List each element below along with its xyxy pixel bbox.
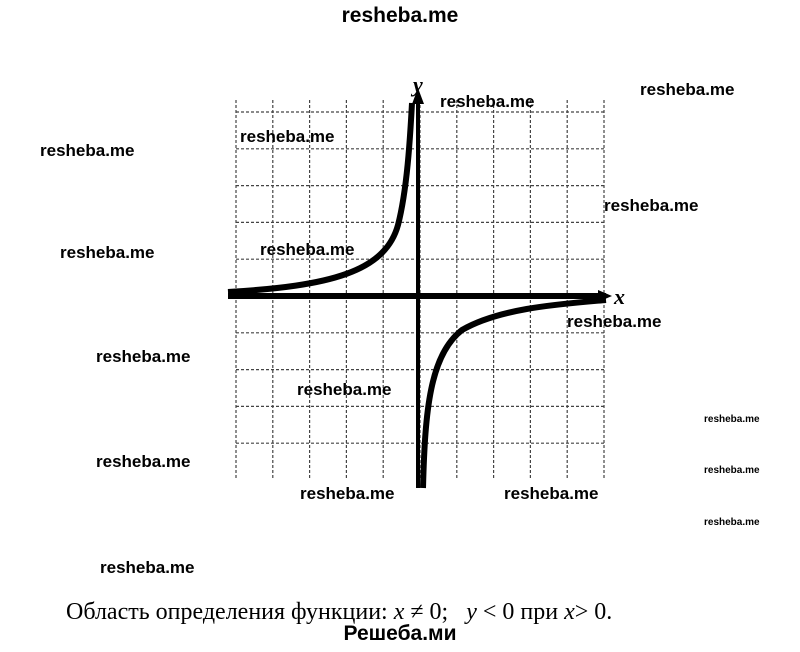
watermark: resheba.me [40,141,135,160]
watermark: resheba.me [567,312,662,331]
watermark: resheba.me [260,240,355,259]
x-axis-label: x [613,284,625,309]
caption-var: x [393,599,405,625]
watermark: resheba.me [297,380,392,399]
y-arrow [412,88,424,104]
watermark: resheba.me [704,517,760,528]
watermark: resheba.me [240,127,335,146]
curve-left-branch [227,102,415,295]
watermark: resheba.me [504,484,599,503]
watermark: resheba.me [640,80,735,99]
watermark: resheba.me [604,196,699,215]
header-title: resheba.me [341,4,459,27]
caption-text: ≠ 0; [404,599,467,625]
footer-title: Решеба.ми [343,622,457,645]
caption: Область определения функции: x ≠ 0; y < … [42,572,612,652]
curve-right-branch [420,297,607,489]
watermark: resheba.me [60,243,155,262]
caption-var: y [466,599,477,625]
watermark: resheba.me [300,484,395,503]
watermark: resheba.me [704,465,760,476]
caption-var: x [564,599,575,625]
watermark: resheba.me [100,558,195,577]
caption-text: > 0. [574,599,613,625]
caption-text: Область определения функции: [66,599,394,625]
watermark: resheba.me [704,517,760,528]
watermark: resheba.me [96,347,191,366]
watermark: resheba.me [96,452,191,471]
y-axis-label: y [410,72,423,97]
caption-text: < 0 при [476,599,565,625]
watermark: resheba.me [704,414,760,425]
watermark: resheba.me [440,92,535,111]
